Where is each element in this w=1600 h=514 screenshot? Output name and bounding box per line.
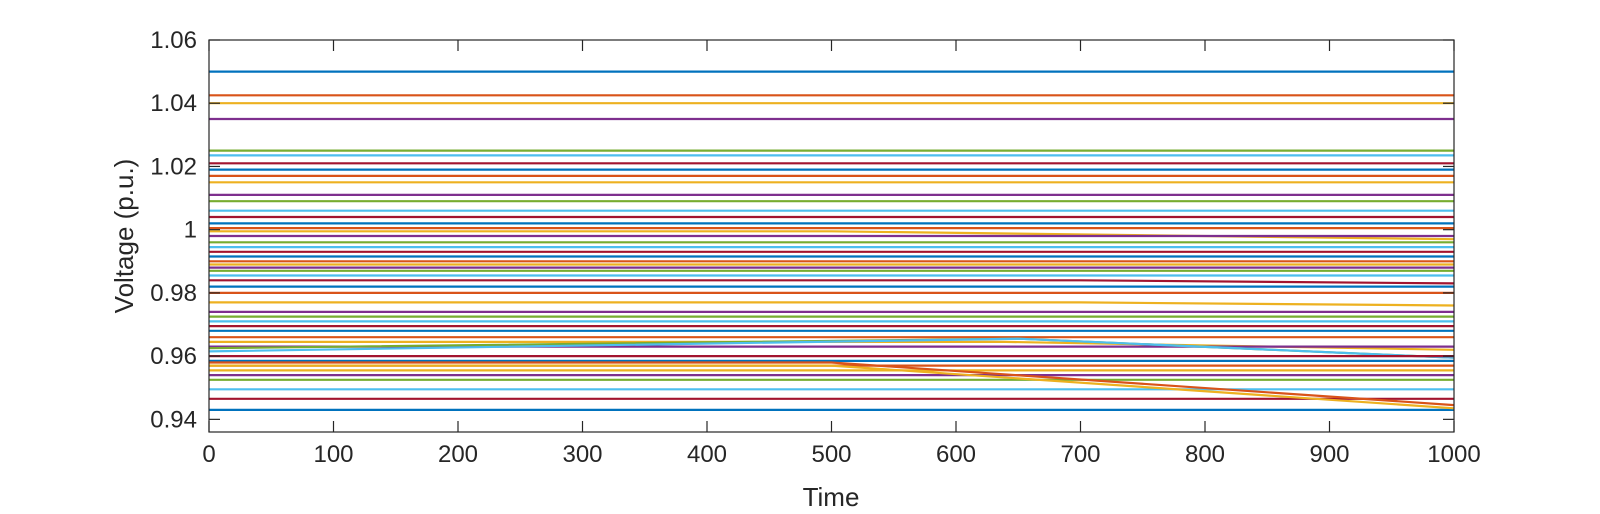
x-tick-label: 500 (811, 441, 851, 468)
x-axis-title: Time (803, 482, 860, 512)
y-tick-label: 0.98 (150, 280, 197, 307)
series-line-31 (209, 301, 1455, 307)
y-tick-label: 1 (184, 217, 197, 244)
series-line-28 (209, 279, 1455, 285)
x-tick-label: 600 (936, 441, 976, 468)
y-tick-label: 1.04 (150, 90, 197, 117)
y-tick-label: 1.06 (150, 27, 197, 54)
x-tick-label: 300 (562, 441, 602, 468)
x-tick-label: 0 (202, 441, 215, 468)
x-tick-label: 900 (1309, 441, 1349, 468)
y-tick-label: 0.94 (150, 406, 197, 433)
x-tick-label: 100 (313, 441, 353, 468)
series-line-51 (209, 361, 1455, 407)
series-line-52 (209, 364, 1455, 410)
y-axis-title: Voltage (p.u.) (109, 159, 139, 314)
x-tick-label: 200 (438, 441, 478, 468)
x-tick-label: 700 (1060, 441, 1100, 468)
tick-layer: 0 100 200 300 400 500 600 700 800 900 1000 0.94 0.96… (150, 27, 1480, 468)
y-tick-label: 0.96 (150, 343, 197, 370)
y-tick-label: 1.02 (150, 153, 197, 180)
series-line-41 (208, 337, 1455, 359)
series-layer (208, 70, 1455, 411)
x-tick-label: 400 (687, 441, 727, 468)
x-tick-label: 1000 (1427, 441, 1480, 468)
x-tick-label: 800 (1185, 441, 1225, 468)
